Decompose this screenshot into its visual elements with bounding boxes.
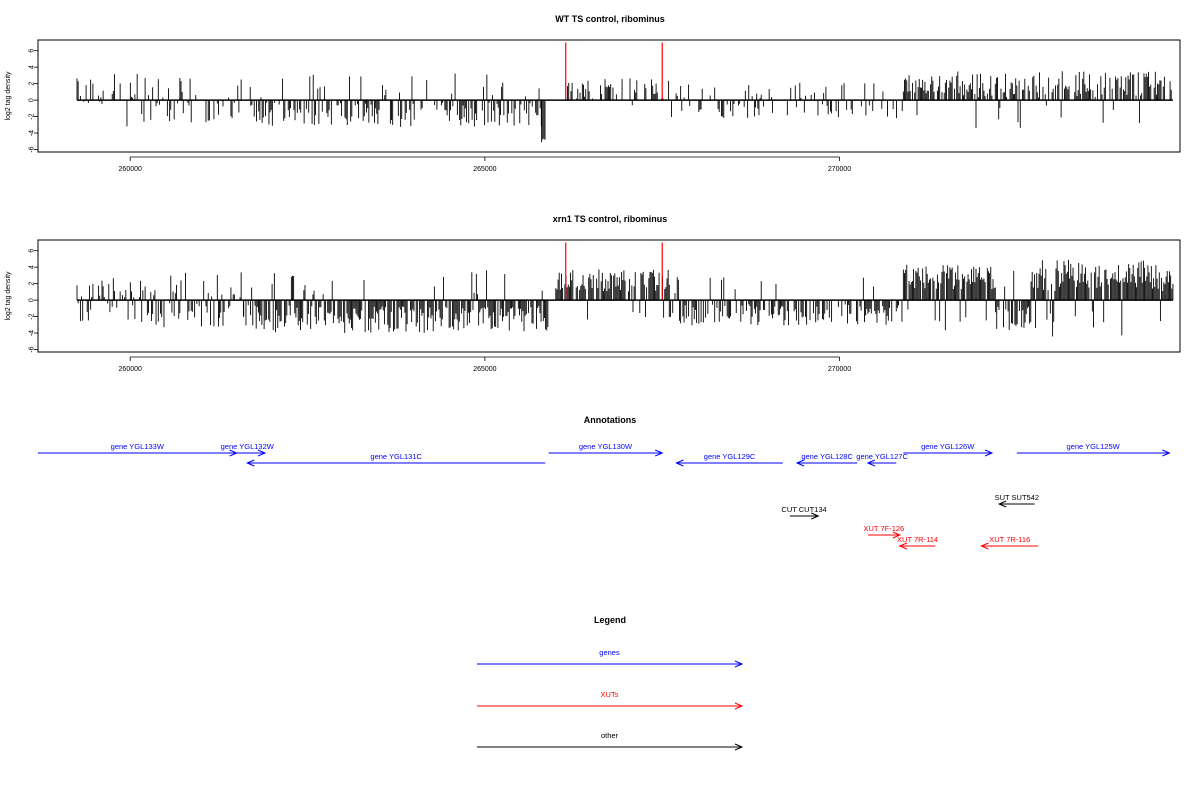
y-tick-label: 6 xyxy=(29,49,36,53)
xrn1-y-axis: -6 -4 -2 0 2 4 6 xyxy=(29,249,39,353)
feature-arrowhead xyxy=(892,531,902,539)
feature-label: gene YGL132W xyxy=(221,442,275,451)
feature-label: gene YGL129C xyxy=(704,452,756,461)
legend-title: Legend xyxy=(594,615,626,625)
legend-arrowhead xyxy=(734,743,744,751)
feature-arrowhead xyxy=(795,459,805,467)
y-tick-label: 2 xyxy=(29,282,36,286)
feature-label: gene YGL126W xyxy=(921,442,975,451)
y-tick-label: -2 xyxy=(29,313,36,319)
wt-plot-frame xyxy=(37,39,1181,153)
y-tick-label: -2 xyxy=(29,113,36,119)
y-tick-label: -4 xyxy=(29,330,36,336)
y-tick-label: 4 xyxy=(29,65,36,69)
legend-items: genes XUTs other xyxy=(477,648,744,751)
feature-arrowhead xyxy=(1162,449,1171,457)
feature-arrowhead xyxy=(257,449,267,457)
y-tick-label: -6 xyxy=(29,146,36,152)
y-tick-label: 0 xyxy=(29,98,36,102)
feature-arrowhead xyxy=(898,542,908,550)
annotation-feature: gene YGL130W xyxy=(548,442,664,457)
xrn1-peak-markers xyxy=(565,242,663,301)
wt-y-axis-label: log2 tag density xyxy=(5,71,12,121)
annotation-feature: SUT SUT542 xyxy=(995,493,1039,508)
wt-panel-title: WT TS control, ribominus xyxy=(555,14,665,24)
annotation-feature: gene YGL133W xyxy=(38,442,238,457)
wt-x-axis: 260000 265000 270000 xyxy=(119,156,851,173)
feature-label: gene YGL133W xyxy=(111,442,165,451)
annotation-feature: XUT 7F-126 xyxy=(864,524,905,539)
annotation-track: Annotations gene YGL133W gene YGL132Wgene… xyxy=(38,415,1171,550)
annotation-feature: XUT 7R-114 xyxy=(897,535,938,550)
annotation-feature: gene YGL131C xyxy=(245,452,546,467)
legend-item-label: other xyxy=(601,731,619,740)
feature-arrowhead xyxy=(245,459,255,467)
feature-label: gene YGL128C xyxy=(801,452,853,461)
feature-label: XUT 7F-126 xyxy=(864,524,905,533)
feature-arrowhead xyxy=(675,459,684,467)
annotation-feature: gene YGL125W xyxy=(1016,442,1171,457)
x-tick-label: 260000 xyxy=(119,166,142,173)
xrn1-density-panel: xrn1 TS control, ribominus -6 -4 -2 0 2 4 6 26… xyxy=(5,214,1181,373)
y-tick-label: 4 xyxy=(29,265,36,269)
feature-label: XUT 7R-114 xyxy=(897,535,938,544)
x-tick-label: 270000 xyxy=(828,166,851,173)
x-tick-label: 265000 xyxy=(473,166,496,173)
y-tick-label: -6 xyxy=(29,346,36,352)
xrn1-panel-title: xrn1 TS control, ribominus xyxy=(553,214,668,224)
annotation-feature: gene YGL128C xyxy=(795,452,858,467)
feature-label: gene YGL130W xyxy=(579,442,633,451)
legend-item-other: other xyxy=(477,731,744,751)
legend-item-xuts: XUTs xyxy=(477,690,744,710)
wt-y-axis: -6 -4 -2 0 2 4 6 xyxy=(29,49,39,153)
annotation-feature: gene YGL126W xyxy=(903,442,994,457)
xrn1-tag-bars xyxy=(76,259,1174,337)
feature-arrowhead xyxy=(655,449,664,457)
feature-label: SUT SUT542 xyxy=(995,493,1039,502)
y-tick-label: 6 xyxy=(29,249,36,253)
wt-peak-markers xyxy=(565,42,663,101)
legend-arrowhead xyxy=(734,702,744,710)
annotation-feature: gene YGL129C xyxy=(675,452,783,467)
feature-label: gene YGL127C xyxy=(856,452,908,461)
feature-arrowhead xyxy=(866,459,876,467)
feature-label: gene YGL125W xyxy=(1066,442,1120,451)
y-tick-label: 2 xyxy=(29,82,36,86)
wt-tag-bars xyxy=(76,71,1172,143)
legend-item-genes: genes xyxy=(477,648,744,668)
annotation-feature: XUT 7R-116 xyxy=(980,535,1039,550)
x-tick-label: 260000 xyxy=(119,366,142,373)
annotation-features: gene YGL133W gene YGL132W gene YGL131C gene… xyxy=(38,442,1171,550)
wt-density-panel: WT TS control, ribominus -6 -4 -2 0 2 4 6 2600… xyxy=(5,14,1181,173)
x-tick-label: 270000 xyxy=(828,366,851,373)
legend-arrowhead xyxy=(734,660,744,668)
feature-arrowhead xyxy=(811,512,820,520)
feature-arrowhead xyxy=(997,500,1007,508)
legend: Legend genes XUTs other xyxy=(477,615,744,751)
feature-label: gene YGL131C xyxy=(370,452,422,461)
annotation-feature: gene YGL132W xyxy=(221,442,275,457)
legend-item-label: XUTs xyxy=(601,690,619,699)
feature-label: XUT 7R-116 xyxy=(989,535,1030,544)
xrn1-y-axis-label: log2 tag density xyxy=(5,271,12,321)
annotations-title: Annotations xyxy=(584,415,637,425)
feature-label: CUT CUT134 xyxy=(781,505,826,514)
legend-item-label: genes xyxy=(599,648,620,657)
annotation-feature: gene YGL127C xyxy=(856,452,908,467)
annotation-feature: CUT CUT134 xyxy=(781,505,827,520)
xrn1-x-axis: 260000 265000 270000 xyxy=(119,356,851,373)
feature-arrowhead xyxy=(980,542,989,550)
y-tick-label: 0 xyxy=(29,298,36,302)
y-tick-label: -4 xyxy=(29,130,36,136)
feature-arrowhead xyxy=(984,449,994,457)
x-tick-label: 265000 xyxy=(473,366,496,373)
